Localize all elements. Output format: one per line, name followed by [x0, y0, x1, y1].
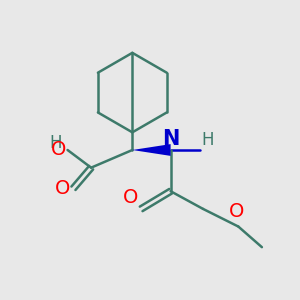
Text: O: O: [51, 140, 66, 160]
Text: N: N: [162, 128, 179, 148]
Text: O: O: [55, 179, 70, 198]
Text: H: H: [202, 130, 214, 148]
Text: O: O: [229, 202, 244, 221]
Text: H: H: [49, 134, 62, 152]
Polygon shape: [132, 144, 171, 156]
Text: O: O: [123, 188, 138, 207]
